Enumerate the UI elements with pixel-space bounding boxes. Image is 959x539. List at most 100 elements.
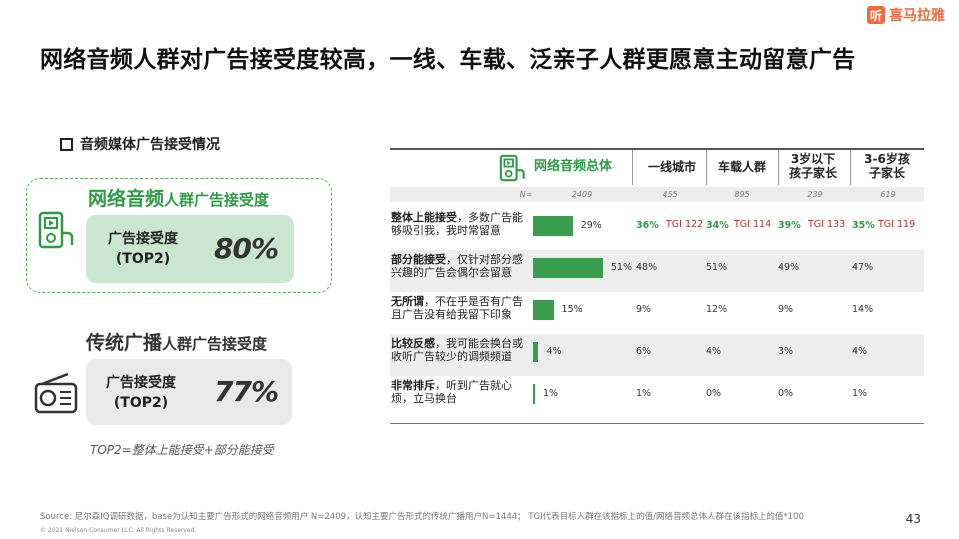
row-statement-bold: 比较反感 [391, 337, 435, 350]
total-percent: 51% [610, 262, 632, 273]
brand-name: 喜马拉雅 [889, 8, 945, 24]
column-header-under3-line2: 孩子家长 [788, 166, 837, 180]
section-title: 音频媒体广告接受情况 [80, 137, 220, 153]
segment-percent: 36% [636, 220, 659, 231]
column-header-under3: 3岁以下 孩子家长 [780, 152, 846, 180]
segment-percent: 1% [852, 388, 868, 399]
section-header: 音频媒体广告接受情况 [60, 134, 220, 154]
row-statement: 比较反感，我可能会换台或收听广告较少的调频频道 [391, 337, 529, 363]
row-statement-bold: 非常排斥 [391, 379, 435, 392]
row-statement-bold: 整体上能接受 [391, 211, 457, 224]
traditional-acceptance-value: 77% [214, 375, 279, 408]
segment-percent: 47% [852, 262, 874, 273]
sample-size-3to6: 619 [880, 190, 896, 199]
brand-logo: 听 喜马拉雅 [867, 4, 949, 26]
segment-percent: 9% [636, 304, 652, 315]
network-acceptance-label-line2: (TOP2) [115, 251, 171, 267]
segment-percent: 14% [852, 304, 874, 315]
traditional-acceptance-label-line1: 广告接受度 [106, 375, 176, 391]
column-header-under3-line1: 3岁以下 [790, 152, 836, 166]
traditional-radio-heading-main: 传统广播 [86, 332, 163, 354]
total-percent: 4% [546, 346, 562, 357]
sample-size-row [390, 187, 924, 202]
total-bar [533, 300, 554, 320]
network-audio-panel [26, 178, 332, 293]
segment-percent: 4% [706, 346, 722, 357]
traditional-acceptance-label: 广告接受度 (TOP2) [98, 373, 184, 413]
row-statement-rest: ，不在乎是否有广告且广告没有给我留下印象 [391, 295, 523, 321]
traditional-acceptance-card: 广告接受度 (TOP2) 77% [86, 359, 292, 425]
traditional-acceptance-label-line2: (TOP2) [113, 395, 169, 411]
network-acceptance-value: 80% [214, 232, 279, 265]
segment-percent: 48% [636, 262, 658, 273]
column-separator [850, 150, 851, 185]
segment-percent: 49% [778, 262, 800, 273]
segment-percent: 9% [778, 304, 794, 315]
audio-player-icon-small [499, 154, 525, 182]
radio-icon [34, 372, 78, 414]
segment-percent: 51% [706, 262, 728, 273]
page-title: 网络音频人群对广告接受度较高，一线、车载、泛亲子人群更愿意主动留意广告 [40, 47, 856, 73]
row-statement: 整体上能接受，多数广告能够吸引我，我时常留意 [391, 211, 529, 237]
table-bottom-rule [390, 423, 924, 424]
segment-percent: 1% [636, 388, 652, 399]
column-header-3to6-line2: 子家长 [868, 166, 905, 180]
network-audio-heading-main: 网络音频 [88, 188, 165, 210]
top2-definition-note: TOP2=整体上能接受+部分能接受 [90, 443, 274, 457]
segment-percent: 34% [706, 220, 729, 231]
row-statement-rest: ，听到广告就心烦，立马换台 [391, 379, 512, 405]
segment-percent: 12% [706, 304, 728, 315]
tgi-index: TGI 119 [878, 219, 916, 230]
total-bar [533, 384, 535, 404]
row-statement-bold: 部分能接受 [391, 253, 446, 266]
table-row [390, 334, 924, 376]
page-number: 43 [905, 512, 921, 526]
segment-percent: 0% [706, 388, 722, 399]
row-statement: 非常排斥，听到广告就心烦，立马换台 [391, 379, 529, 405]
network-acceptance-card: 广告接受度 (TOP2) 80% [86, 215, 294, 283]
row-statement-rest: ，仅针对部分感兴趣的广告会偶尔会留意 [391, 253, 523, 279]
segment-percent: 35% [852, 220, 875, 231]
traditional-radio-heading-sub: 人群广告接受度 [162, 335, 268, 353]
sample-size-under3: 239 [807, 190, 823, 199]
column-header-tier1: 一线城市 [647, 160, 696, 174]
row-statement-rest: ，多数广告能够吸引我，我时常留意 [391, 211, 523, 237]
sample-size-car: 895 [734, 190, 750, 199]
row-statement: 无所谓，不在乎是否有广告且广告没有给我留下印象 [391, 295, 529, 321]
brand-icon: 听 [867, 6, 885, 24]
segment-percent: 0% [778, 388, 794, 399]
segment-percent: 6% [636, 346, 652, 357]
tgi-index: TGI 122 [666, 219, 704, 230]
square-bullet-icon [60, 137, 73, 151]
copyright: © 2021 Nielsen Consumer LLC. All Rights … [40, 527, 197, 534]
column-separator [632, 150, 633, 185]
tgi-index: TGI 114 [734, 219, 772, 230]
column-separator [778, 150, 779, 185]
network-acceptance-label: 广告接受度 (TOP2) [100, 229, 186, 269]
table-top-rule [390, 148, 924, 150]
network-acceptance-label-line1: 广告接受度 [108, 231, 178, 247]
column-header-3to6: 3-6岁孩 子家长 [854, 152, 920, 180]
table-row [390, 250, 924, 292]
audio-player-icon [38, 211, 74, 249]
segment-percent: 3% [778, 346, 794, 357]
row-statement-bold: 无所谓 [391, 295, 424, 308]
column-header-total: 网络音频总体 [534, 159, 613, 174]
row-statement: 部分能接受，仅针对部分感兴趣的广告会偶尔会留意 [391, 253, 529, 279]
segment-percent: 39% [778, 220, 801, 231]
source-note: Source: 尼尔森IQ调研数据，base为认知主要广告形式的网络音频用户 N… [40, 512, 804, 522]
traditional-radio-heading: 传统广播人群广告接受度 [86, 328, 267, 355]
network-audio-heading-sub: 人群广告接受度 [164, 191, 270, 209]
sample-size-total: 2409 [571, 190, 593, 199]
total-bar [533, 342, 539, 362]
column-separator [706, 150, 707, 185]
column-header-car: 车载人群 [717, 160, 766, 174]
row-statement-rest: ，我可能会换台或收听广告较少的调频频道 [391, 337, 523, 363]
network-audio-heading: 网络音频人群广告接受度 [88, 184, 269, 211]
sample-size-tier1: 455 [662, 190, 678, 199]
tgi-index: TGI 133 [808, 219, 846, 230]
segment-percent: 4% [852, 346, 868, 357]
total-bar [533, 216, 573, 236]
total-percent: 15% [561, 304, 583, 315]
total-percent: 1% [543, 388, 559, 399]
